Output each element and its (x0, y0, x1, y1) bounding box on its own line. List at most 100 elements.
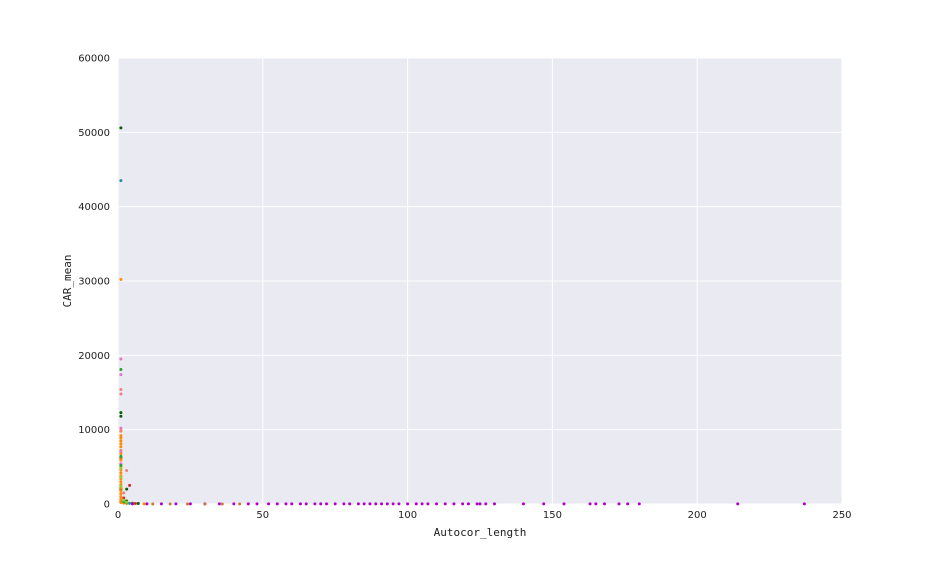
data-point (168, 502, 172, 506)
data-point (461, 502, 465, 506)
data-point (626, 502, 630, 506)
data-point (119, 480, 123, 484)
data-point (119, 434, 123, 438)
data-point (255, 502, 259, 506)
data-point (342, 502, 346, 506)
x-tick-label: 0 (115, 510, 121, 521)
data-point (588, 502, 592, 506)
data-point (391, 502, 395, 506)
data-point (119, 367, 123, 371)
series-7 (119, 466, 129, 504)
data-point (368, 502, 372, 506)
data-point (203, 502, 207, 506)
data-point (380, 502, 384, 506)
data-point (119, 445, 123, 449)
data-point (188, 502, 192, 506)
data-point (125, 500, 129, 504)
data-point (122, 496, 126, 500)
data-point (736, 502, 740, 506)
y-tick-label: 30000 (78, 277, 110, 288)
data-point (119, 414, 123, 418)
data-point (443, 502, 447, 506)
data-point (435, 502, 439, 506)
x-axis-label: Autocor_length (434, 526, 527, 539)
data-point (298, 502, 302, 506)
x-tick-label: 50 (256, 510, 269, 521)
data-point (119, 357, 123, 361)
data-point (119, 426, 123, 430)
data-point (119, 475, 123, 479)
y-tick-label: 50000 (78, 128, 110, 139)
y-tick-label: 60000 (78, 54, 110, 65)
data-point (128, 501, 132, 505)
data-point (119, 411, 123, 415)
data-point (119, 373, 123, 377)
data-point (319, 502, 323, 506)
data-point (275, 502, 279, 506)
data-point (119, 463, 123, 467)
x-tick-label: 100 (398, 510, 417, 521)
data-point (119, 498, 123, 502)
data-point (362, 502, 366, 506)
data-point (119, 492, 123, 496)
data-point (142, 502, 146, 506)
data-point (119, 454, 123, 458)
data-point (637, 502, 641, 506)
y-tick-label: 40000 (78, 202, 110, 213)
data-point (119, 495, 123, 499)
data-point (374, 502, 378, 506)
data-point (284, 502, 288, 506)
series-5 (119, 388, 129, 495)
grid-lines (117, 57, 843, 505)
data-point (119, 392, 123, 396)
data-point (478, 502, 482, 506)
data-point (119, 428, 123, 432)
y-tick-label: 10000 (78, 425, 110, 436)
data-point (475, 502, 479, 506)
data-point (119, 126, 123, 130)
x-tick-labels: 0 50 100 150 200 250 (115, 510, 852, 521)
y-tick-label: 20000 (78, 351, 110, 362)
data-point (562, 502, 566, 506)
data-point (397, 502, 401, 506)
data-point (159, 502, 163, 506)
data-point (246, 502, 250, 506)
data-point (603, 502, 607, 506)
data-point (267, 502, 271, 506)
data-point (122, 491, 126, 495)
data-points (119, 126, 806, 506)
data-point (356, 502, 360, 506)
data-point (119, 388, 123, 392)
y-tick-labels: 0 10000 20000 30000 40000 50000 60000 (78, 54, 110, 511)
data-point (325, 502, 329, 506)
data-point (119, 489, 123, 493)
data-point (521, 502, 525, 506)
data-point (420, 502, 424, 506)
data-point (174, 502, 178, 506)
data-point (128, 483, 132, 487)
data-point (119, 484, 123, 488)
data-point (119, 471, 123, 475)
data-point (348, 502, 352, 506)
data-point (130, 502, 134, 506)
data-point (119, 501, 123, 505)
data-point (304, 502, 308, 506)
data-point (414, 502, 418, 506)
data-point (133, 502, 137, 506)
data-point (119, 439, 123, 443)
data-point (594, 502, 598, 506)
data-point (119, 451, 123, 455)
x-tick-label: 250 (832, 510, 851, 521)
data-point (119, 442, 123, 446)
data-point (406, 502, 410, 506)
y-axis-label: CAR_mean (61, 255, 74, 308)
data-point (119, 278, 123, 282)
series-6 (122, 483, 137, 506)
x-tick-label: 200 (688, 510, 707, 521)
x-tick-label: 150 (543, 510, 562, 521)
data-point (290, 502, 294, 506)
data-point (452, 502, 456, 506)
data-point (217, 502, 221, 506)
data-point (119, 449, 123, 453)
